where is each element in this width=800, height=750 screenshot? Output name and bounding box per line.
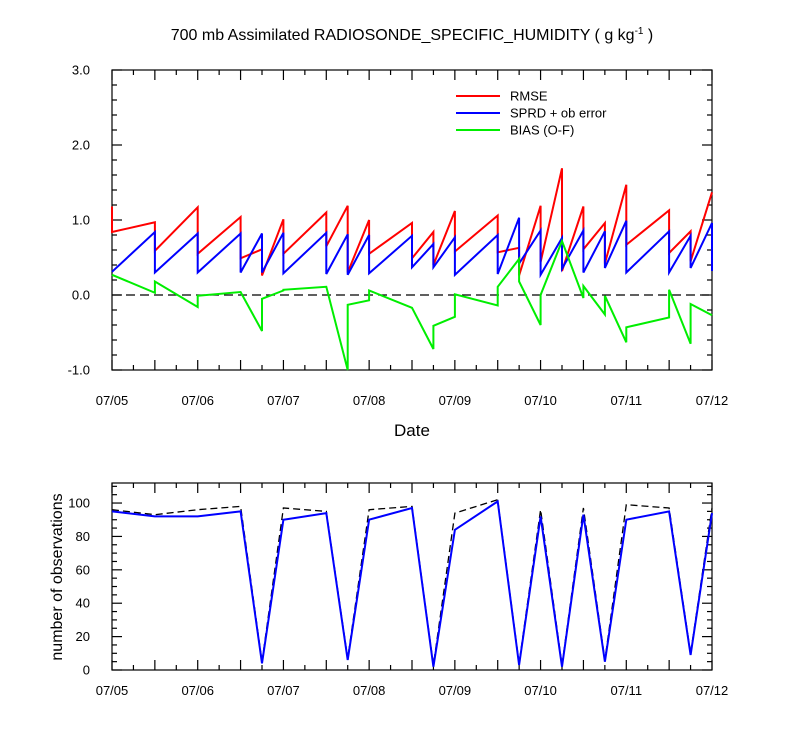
y-tick-label: 0 bbox=[83, 663, 90, 678]
y-tick-label: -1.0 bbox=[68, 363, 90, 378]
x-tick-label: 07/07 bbox=[267, 683, 300, 698]
y-tick-label: 3.0 bbox=[72, 63, 90, 78]
possible-observations-line bbox=[111, 498, 713, 666]
y-tick-label: 60 bbox=[76, 562, 90, 577]
x-tick-label: 07/12 bbox=[696, 393, 729, 408]
assimilated-observations-line bbox=[111, 499, 713, 667]
top-chart: 700 mb Assimilated RADIOSONDE_SPECIFIC_H… bbox=[68, 26, 729, 440]
bottom-series bbox=[111, 498, 713, 667]
top-plot-frame bbox=[111, 69, 713, 371]
y-tick-label: 20 bbox=[76, 629, 90, 644]
y-axis-label: number of observations bbox=[49, 493, 66, 660]
legend: RMSE SPRD + ob error BIAS (O-F) bbox=[456, 89, 607, 138]
x-tick-label: 07/10 bbox=[524, 393, 557, 408]
top-series bbox=[111, 168, 713, 371]
x-tick-label: 07/05 bbox=[96, 683, 129, 698]
x-tick-label: 07/08 bbox=[353, 683, 386, 698]
y-tick-label: 100 bbox=[68, 496, 90, 511]
legend-label: RMSE bbox=[510, 89, 548, 104]
x-tick-label: 07/06 bbox=[181, 683, 214, 698]
x-tick-label: 07/09 bbox=[439, 393, 472, 408]
x-tick-label: 07/09 bbox=[439, 683, 472, 698]
bottom-ticks: 07/05 07/06 07/07 07/08 07/09 07/10 07/11 07/12… bbox=[68, 483, 728, 698]
top-ticks: 07/05 07/06 07/07 07/08 07/09 07/10 07/11 07/12… bbox=[68, 63, 729, 409]
y-tick-label: 0.0 bbox=[72, 288, 90, 303]
legend-label: BIAS (O-F) bbox=[510, 123, 574, 138]
y-tick-label: 2.0 bbox=[72, 138, 90, 153]
x-tick-label: 07/06 bbox=[181, 393, 214, 408]
sprd-line bbox=[111, 217, 713, 279]
y-tick-label: 1.0 bbox=[72, 213, 90, 228]
y-tick-label: 80 bbox=[76, 529, 90, 544]
x-tick-label: 07/07 bbox=[267, 393, 300, 408]
bias-line bbox=[111, 238, 713, 371]
x-tick-label: 07/08 bbox=[353, 393, 386, 408]
legend-label: SPRD + ob error bbox=[510, 106, 607, 121]
x-tick-label: 07/11 bbox=[610, 393, 642, 408]
x-tick-label: 07/05 bbox=[96, 393, 129, 408]
y-tick-label: 40 bbox=[76, 596, 90, 611]
bottom-chart: 07/05 07/06 07/07 07/08 07/09 07/10 07/11 07/12… bbox=[49, 482, 728, 698]
x-tick-label: 07/10 bbox=[524, 683, 557, 698]
x-tick-label: 07/12 bbox=[696, 683, 729, 698]
chart-title: 700 mb Assimilated RADIOSONDE_SPECIFIC_H… bbox=[171, 26, 654, 44]
x-axis-label: Date bbox=[394, 421, 430, 440]
x-tick-label: 07/11 bbox=[610, 683, 642, 698]
